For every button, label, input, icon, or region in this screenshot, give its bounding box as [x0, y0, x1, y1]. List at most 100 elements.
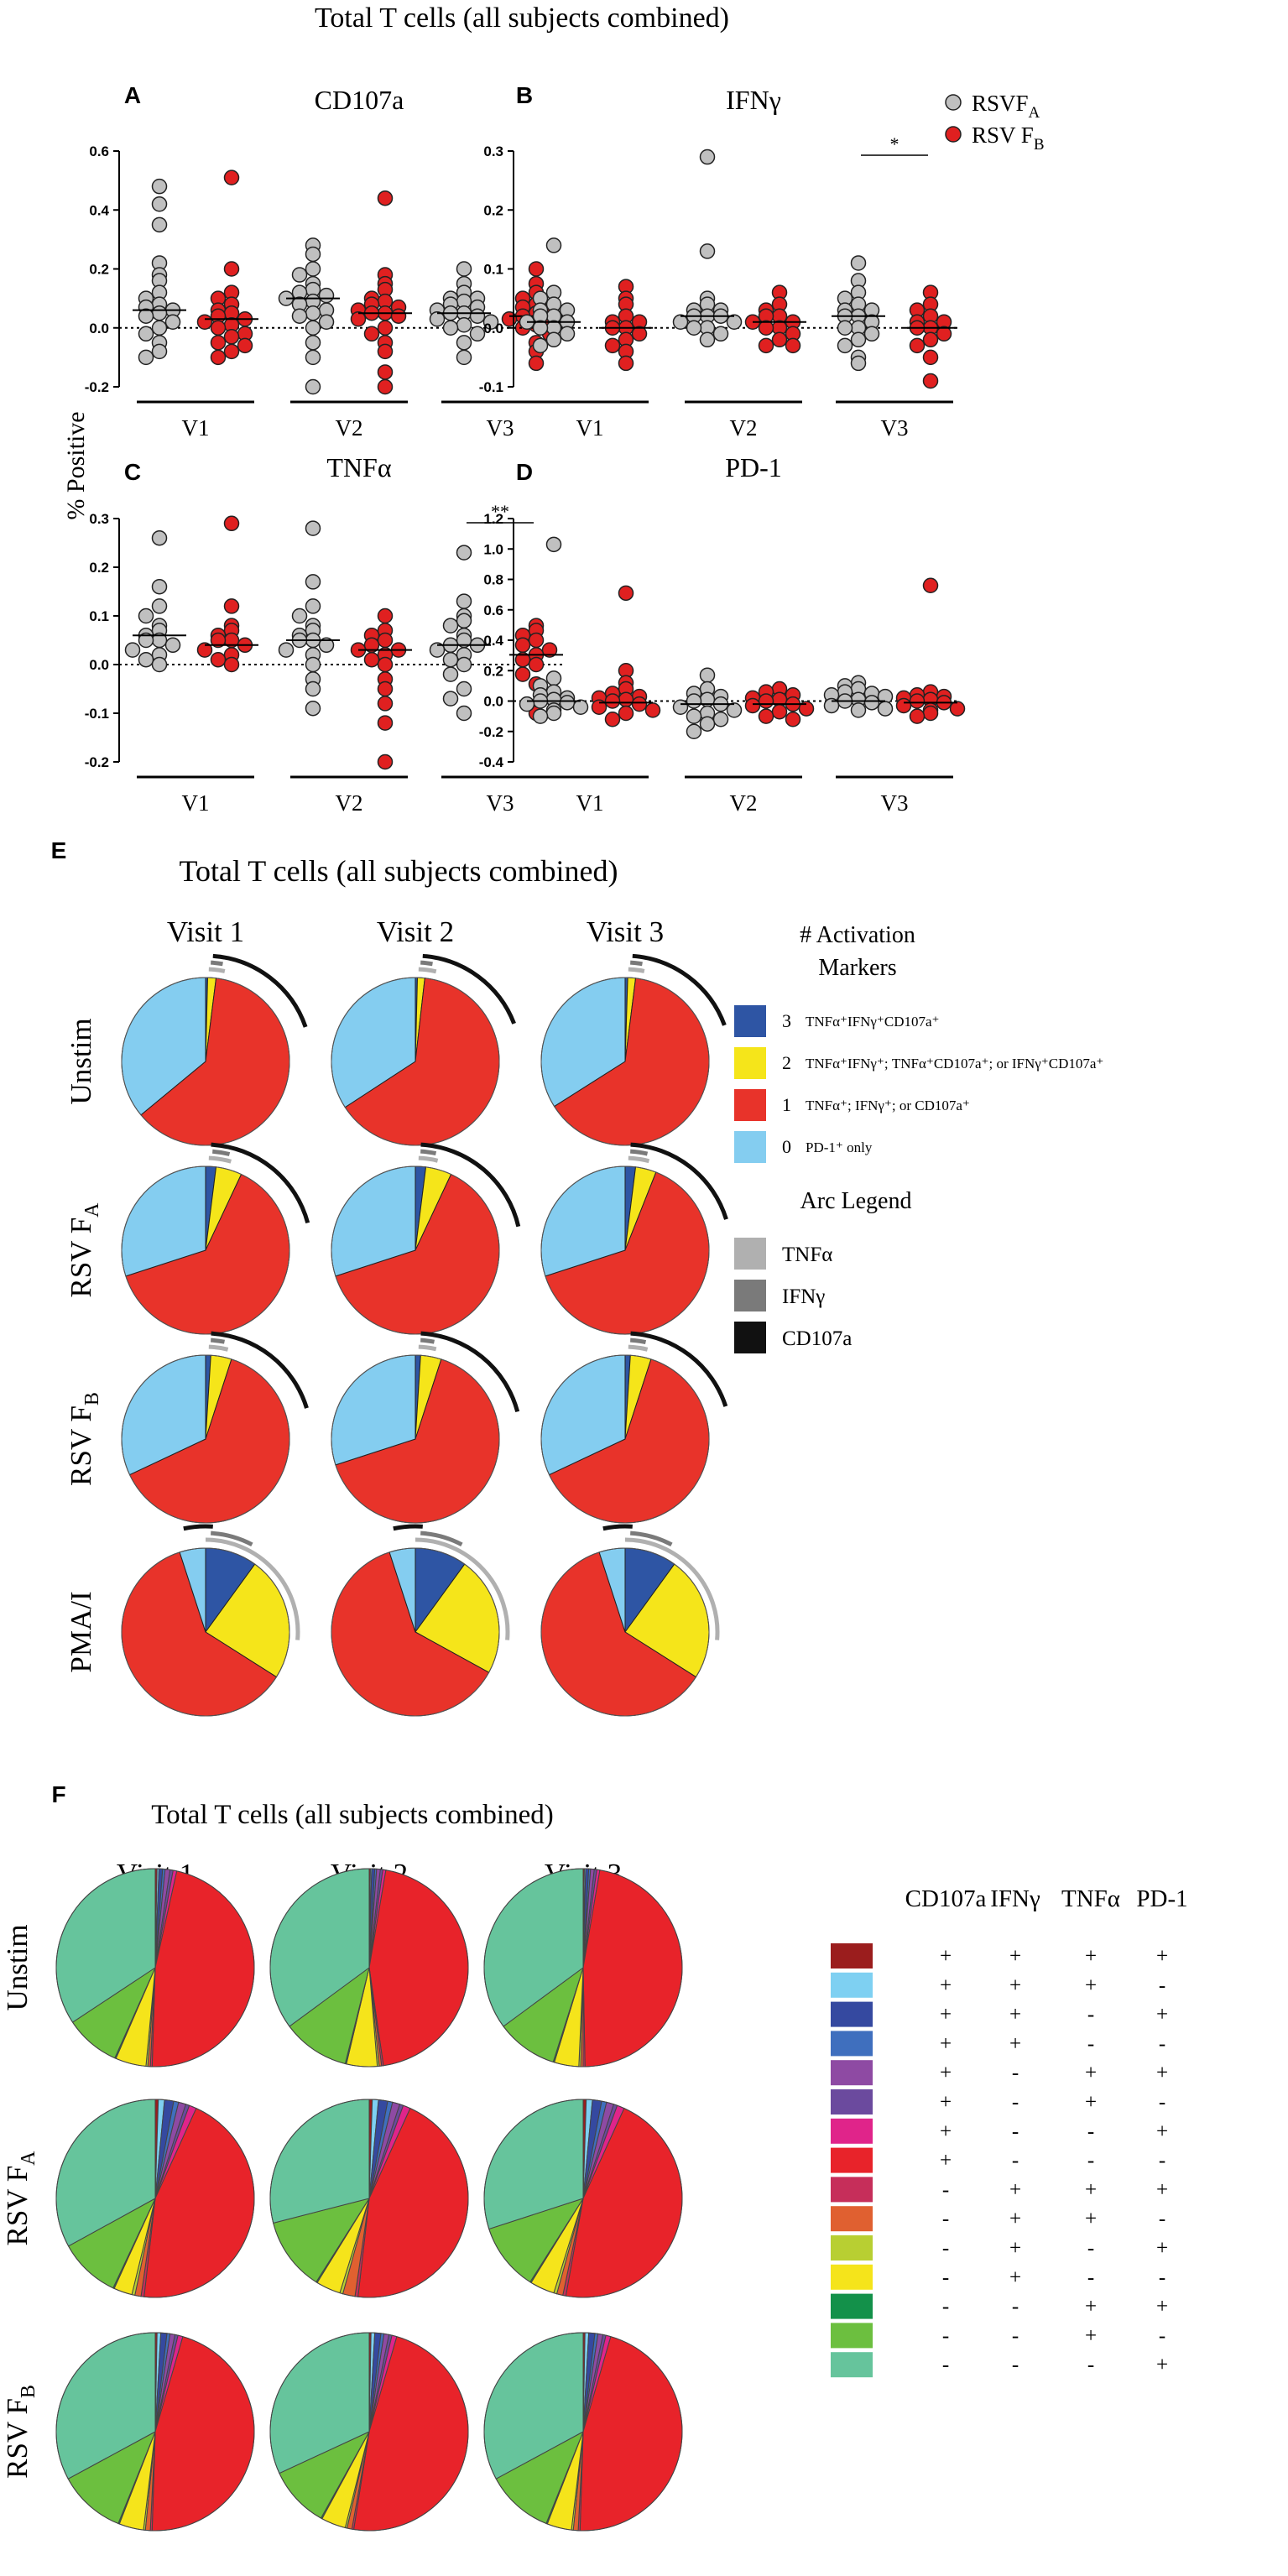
pie-outline — [269, 2332, 469, 2532]
y-tick-label: 0.2 — [89, 560, 109, 576]
data-point — [377, 632, 394, 649]
data-point — [469, 308, 486, 324]
y-tick-label: 0.6 — [483, 602, 503, 618]
data-point — [528, 355, 545, 372]
data-point — [850, 355, 867, 372]
panel-letter-c: C — [124, 459, 141, 485]
table-cell: + — [1009, 2208, 1021, 2230]
column-label: Visit 3 — [587, 915, 664, 948]
data-point — [922, 349, 939, 366]
data-point — [138, 308, 154, 324]
data-point — [922, 373, 939, 389]
data-point — [686, 708, 702, 724]
data-point — [618, 705, 634, 722]
marker-legend-label: TNFα⁺; IFNγ⁺; or CD107a⁺ — [806, 1098, 970, 1113]
data-point — [377, 656, 394, 673]
data-point — [909, 708, 926, 724]
data-point — [318, 314, 335, 330]
marker-legend-title-2: Markers — [818, 955, 896, 981]
data-point — [456, 613, 472, 629]
data-point — [823, 697, 840, 714]
data-point — [291, 267, 308, 283]
pie-outline — [540, 1165, 710, 1335]
arc-marker — [630, 960, 643, 967]
panel-letter-f: F — [51, 1781, 65, 1807]
table-cell: + — [1085, 2178, 1097, 2201]
data-point — [744, 697, 761, 714]
arc-marker — [422, 953, 516, 1025]
data-point — [785, 337, 801, 354]
row-label-base: RSV F — [1, 2398, 34, 2479]
data-point — [699, 149, 716, 165]
significance-label: * — [890, 133, 900, 154]
data-point — [305, 681, 321, 697]
data-point — [532, 708, 549, 724]
table-swatch — [831, 2264, 873, 2290]
table-swatch — [831, 1943, 873, 1969]
data-point — [305, 378, 321, 395]
table-cell: - — [1159, 2266, 1165, 2289]
table-cell: - — [1012, 2324, 1019, 2347]
arc-marker — [208, 1344, 229, 1352]
data-point — [699, 243, 716, 259]
data-point — [922, 331, 939, 348]
data-point — [545, 237, 562, 253]
pie-chart — [540, 1524, 720, 1717]
data-point — [726, 702, 743, 718]
data-point — [305, 305, 321, 321]
panel-title: TNFα — [326, 452, 391, 482]
table-swatch — [831, 2118, 873, 2144]
data-point — [305, 574, 321, 590]
pie-chart — [540, 1331, 728, 1524]
data-point — [151, 305, 168, 321]
pie-outline — [331, 977, 500, 1146]
data-point — [305, 320, 321, 336]
group-label: V3 — [487, 790, 514, 816]
row-label: RSV FA — [1, 2151, 39, 2246]
data-point — [305, 261, 321, 277]
table-header: PD-1 — [1136, 1885, 1187, 1912]
table-cell: + — [1009, 2266, 1021, 2289]
arc-marker — [420, 1338, 435, 1344]
y-tick-label: 0.3 — [483, 143, 503, 159]
data-point — [151, 196, 168, 212]
data-point — [429, 642, 446, 658]
table-cell: - — [942, 2296, 949, 2318]
table-cell: - — [1012, 2354, 1019, 2376]
table-cell: - — [1012, 2091, 1019, 2114]
y-tick-label: 0.0 — [89, 321, 109, 336]
y-tick-label: 0.3 — [89, 511, 109, 527]
data-point — [442, 320, 459, 336]
data-point — [604, 693, 621, 709]
table-cell: + — [940, 2120, 952, 2143]
data-point — [456, 335, 472, 351]
y-tick-label: -0.1 — [479, 379, 503, 395]
arc-marker — [211, 1331, 309, 1409]
table-cell: + — [940, 2032, 952, 2055]
data-point — [377, 696, 394, 712]
data-point — [771, 703, 788, 720]
data-point — [618, 355, 634, 372]
y-tick-label: -0.2 — [85, 754, 109, 770]
table-cell: - — [1159, 2150, 1165, 2172]
table-cell: + — [1156, 2237, 1168, 2260]
data-point — [223, 598, 240, 614]
arc-marker — [420, 1142, 521, 1228]
data-point — [541, 642, 558, 658]
data-point — [305, 246, 321, 263]
column-label: Visit 2 — [377, 915, 454, 948]
table-header: CD107a — [905, 1885, 987, 1912]
table-cell: + — [1085, 2296, 1097, 2318]
significance-label: ** — [491, 501, 509, 522]
table-cell: + — [1085, 1945, 1097, 1968]
data-point — [151, 320, 168, 336]
arc-legend-swatch — [734, 1238, 766, 1270]
arc-marker — [418, 1344, 437, 1352]
data-point — [305, 700, 321, 717]
arc-legend-swatch — [734, 1322, 766, 1353]
data-point — [686, 693, 702, 709]
data-point — [210, 632, 227, 649]
data-point — [798, 701, 815, 717]
data-point — [305, 520, 321, 536]
pie-outline — [483, 2099, 683, 2298]
